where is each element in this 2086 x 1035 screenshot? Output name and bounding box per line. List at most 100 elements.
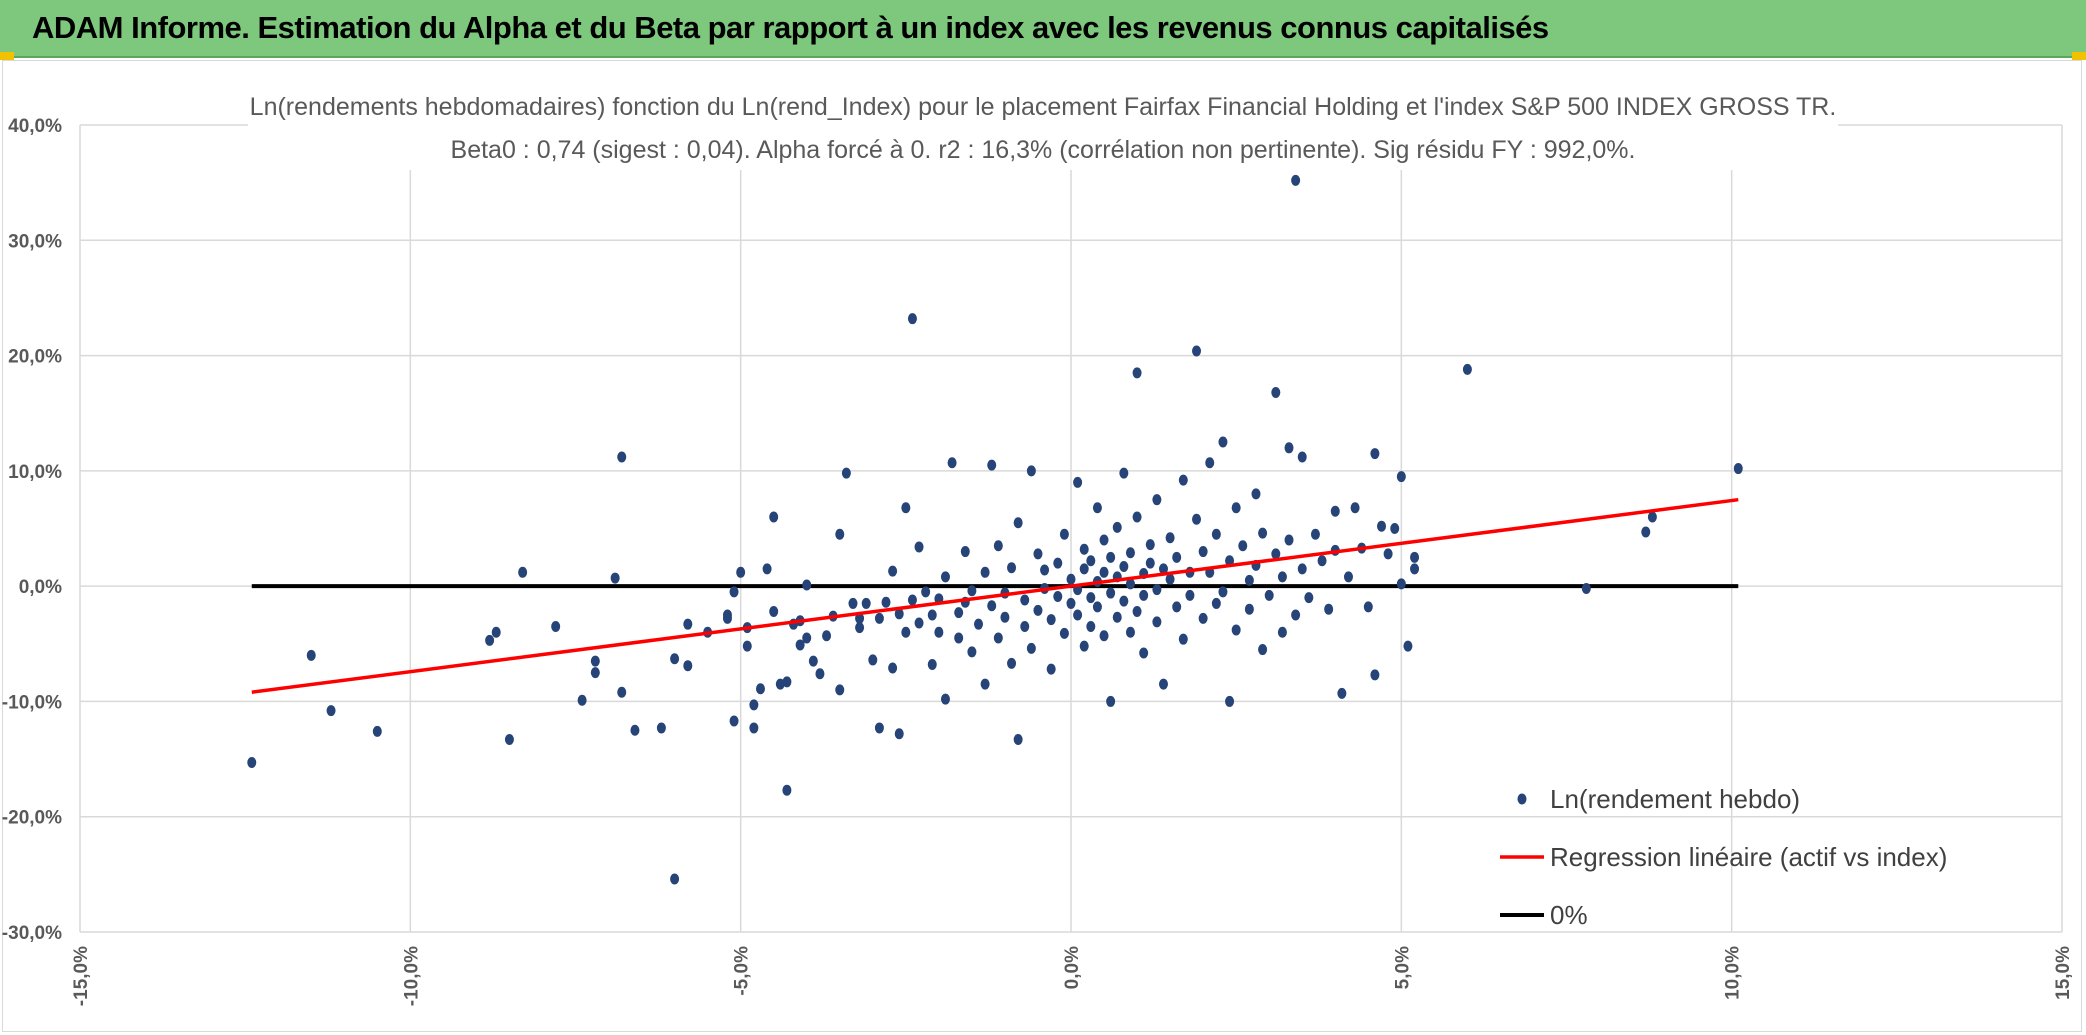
data-point xyxy=(901,502,911,514)
data-point xyxy=(1192,345,1202,357)
data-point xyxy=(1092,601,1102,613)
data-point xyxy=(894,608,904,620)
data-point xyxy=(1581,582,1591,594)
data-point xyxy=(1145,557,1155,569)
data-point xyxy=(1106,551,1116,563)
data-point xyxy=(1363,601,1373,613)
data-point xyxy=(940,571,950,583)
data-point xyxy=(491,626,501,638)
y-tick-label: -30,0% xyxy=(2,923,62,944)
data-point xyxy=(1079,563,1089,575)
data-point xyxy=(1225,695,1235,707)
data-point xyxy=(670,873,680,885)
data-point xyxy=(1112,521,1122,533)
y-tick-label: -10,0% xyxy=(2,692,62,713)
y-tick-label: 10,0% xyxy=(8,462,62,483)
data-point xyxy=(1040,564,1050,576)
data-point xyxy=(1112,611,1122,623)
data-point xyxy=(1092,502,1102,514)
data-point xyxy=(1046,614,1056,626)
data-point xyxy=(874,612,884,624)
data-point xyxy=(1291,609,1301,621)
data-point xyxy=(993,632,1003,644)
data-point xyxy=(1211,528,1221,540)
data-point xyxy=(954,607,964,619)
data-point xyxy=(1310,528,1320,540)
data-point xyxy=(1350,502,1360,514)
data-point xyxy=(590,655,600,667)
data-point xyxy=(1132,367,1142,379)
data-point xyxy=(802,632,812,644)
data-point xyxy=(987,459,997,471)
legend-label: Regression linéaire (actif vs index) xyxy=(1550,842,1947,872)
data-point xyxy=(1231,502,1241,514)
x-tick-label: -15,0% xyxy=(71,946,92,1006)
data-point xyxy=(1251,488,1261,500)
data-point xyxy=(1410,551,1420,563)
data-point xyxy=(987,600,997,612)
legend-label: Ln(rendement hebdo) xyxy=(1550,784,1800,814)
data-point xyxy=(947,457,957,469)
data-point xyxy=(993,540,1003,552)
data-point xyxy=(1271,548,1281,560)
data-point xyxy=(967,646,977,658)
data-point xyxy=(795,639,805,651)
data-point xyxy=(1178,633,1188,645)
data-point xyxy=(1106,695,1116,707)
chart-frame xyxy=(2,60,2082,1032)
data-point xyxy=(1403,640,1413,652)
data-point xyxy=(782,784,792,796)
tick-labels: 40,0% 30,0% 20,0% 10,0% 0,0% -10,0% -20,0% -30,… xyxy=(2,116,2074,1006)
data-point xyxy=(1125,578,1135,590)
data-point xyxy=(1059,627,1069,639)
y-tick-label: 0,0% xyxy=(19,577,62,598)
data-point xyxy=(1297,563,1307,575)
data-point xyxy=(954,632,964,644)
data-point xyxy=(1258,644,1268,656)
data-point xyxy=(1192,513,1202,525)
header-banner: ADAM Informe. Estimation du Alpha et du … xyxy=(0,0,2086,58)
data-point xyxy=(1396,578,1406,590)
data-point xyxy=(1271,386,1281,398)
data-point xyxy=(1073,609,1083,621)
data-point xyxy=(894,728,904,740)
data-point xyxy=(742,640,752,652)
data-point xyxy=(1284,442,1294,454)
data-point xyxy=(888,565,898,577)
data-point xyxy=(485,634,495,646)
data-point xyxy=(755,683,765,695)
data-point xyxy=(1086,555,1096,567)
x-tick-label: 0,0% xyxy=(1062,946,1083,989)
x-tick-label: -5,0% xyxy=(732,946,753,996)
data-point xyxy=(848,597,858,609)
regression-layer xyxy=(251,497,1739,694)
data-point xyxy=(1264,589,1274,601)
x-tick-label: -10,0% xyxy=(401,946,422,1006)
data-point xyxy=(1238,540,1248,552)
data-point xyxy=(1119,561,1129,573)
data-point xyxy=(888,662,898,674)
data-point xyxy=(1383,548,1393,560)
data-point xyxy=(1377,520,1387,532)
data-point xyxy=(1343,571,1353,583)
data-point xyxy=(1125,626,1135,638)
data-point xyxy=(1066,573,1076,585)
data-point xyxy=(762,563,772,575)
data-point xyxy=(914,617,924,629)
data-point xyxy=(1410,563,1420,575)
data-point xyxy=(1258,527,1268,539)
corner-marker xyxy=(0,52,14,60)
data-point xyxy=(1099,630,1109,642)
data-point xyxy=(1172,551,1182,563)
data-point xyxy=(326,705,336,717)
data-point xyxy=(683,618,693,630)
chart-subtitle: Beta0 : 0,74 (sigest : 0,04). Alpha forc… xyxy=(451,136,1636,164)
data-point xyxy=(1165,532,1175,544)
y-tick-label: -20,0% xyxy=(2,808,62,829)
data-point xyxy=(729,715,739,727)
data-point xyxy=(1053,557,1063,569)
data-point xyxy=(670,653,680,665)
data-point xyxy=(630,724,640,736)
data-point xyxy=(1205,457,1215,469)
